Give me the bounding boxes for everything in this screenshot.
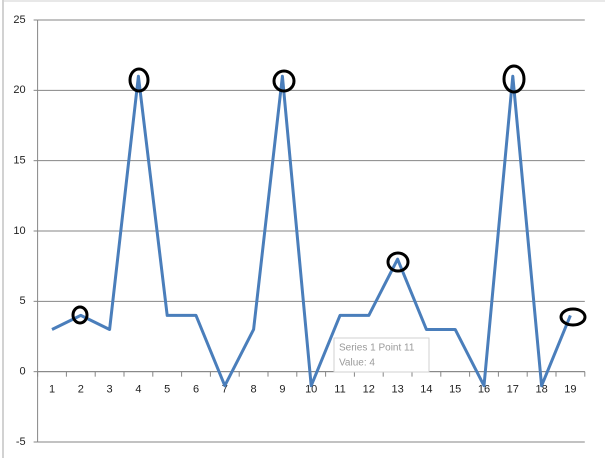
x-tick-label: 14 [420, 384, 432, 396]
y-tick-label: 20 [13, 84, 25, 96]
x-tick-label: 11 [334, 384, 345, 396]
highlight-circle [71, 305, 89, 325]
x-tick-label: 12 [363, 384, 375, 396]
tooltip-box [333, 337, 430, 373]
x-tick-label: 9 [279, 384, 285, 396]
data-line [51, 74, 572, 388]
highlight-circle [272, 69, 296, 93]
tooltip-text: Value: 4 [339, 358, 375, 369]
highlight-circle [386, 251, 410, 273]
x-tick-label: 3 [107, 384, 113, 396]
x-tick-label: 2 [78, 384, 84, 396]
y-tick-label: -5 [16, 436, 26, 448]
y-tick-label: 5 [19, 295, 25, 307]
x-tick-label: 6 [193, 384, 199, 396]
x-tick-label: 13 [391, 384, 403, 396]
highlight-circles [71, 64, 587, 327]
x-tick-label: 18 [535, 384, 547, 396]
x-tick-label: 15 [449, 384, 461, 396]
tooltip-text: Series 1 Point 11 [339, 343, 415, 354]
x-tick-label: 8 [251, 384, 257, 396]
x-tick-label: 1 [49, 384, 55, 396]
x-tick-label: 4 [135, 384, 141, 396]
y-tick-label: 10 [13, 225, 25, 237]
x-tick-label: 17 [507, 384, 519, 396]
y-tick-label: 0 [19, 366, 25, 378]
highlight-circle [502, 64, 526, 94]
y-tick-label: 25 [13, 14, 25, 26]
x-tick-label: 16 [478, 384, 490, 396]
x-tick-label: 7 [222, 384, 228, 396]
tooltip: Series 1 Point 11 Value: 4 [333, 337, 430, 373]
x-tick-label: 5 [164, 384, 170, 396]
y-tick-label: 15 [13, 155, 25, 167]
x-tick-label: 19 [564, 384, 576, 396]
highlight-circle [128, 67, 150, 93]
highlight-circle [559, 307, 587, 327]
x-tick-label: 10 [305, 384, 317, 396]
